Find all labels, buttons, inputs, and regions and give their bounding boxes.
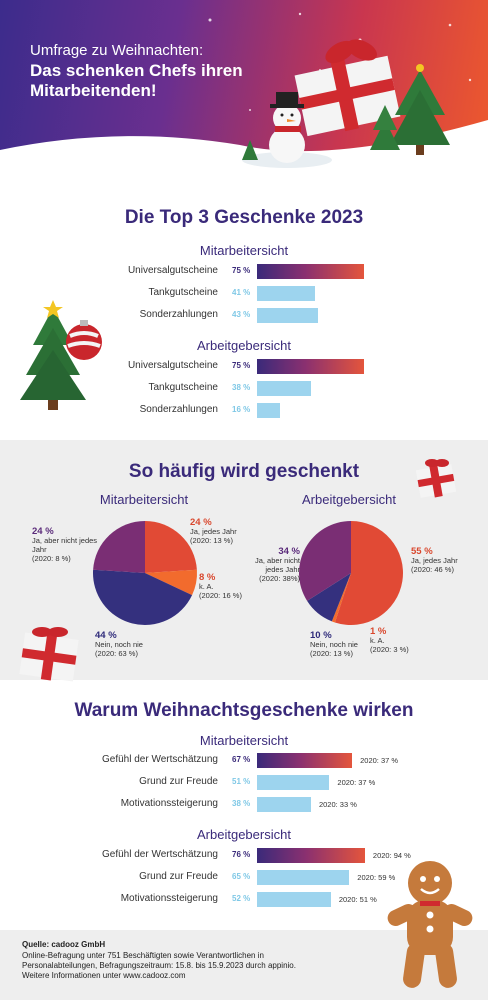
- bar-category-label: Sonderzahlungen: [139, 309, 218, 320]
- bar-category-label: Tankgutscheine: [148, 382, 219, 393]
- header-decoration: [0, 12, 488, 200]
- bar-category-label: Grund zur Freude: [139, 776, 218, 787]
- bar-category-label: Motivationssteigerung: [120, 893, 218, 904]
- bar-row: Gefühl der Wertschätzung 67 % 2020: 37 %: [0, 753, 488, 769]
- pie-slice: [92, 569, 193, 625]
- bar: [257, 403, 280, 418]
- bar: [257, 264, 364, 279]
- pie-slice: [299, 521, 351, 601]
- pie-slice: [307, 573, 351, 622]
- pie-chart-arbeitgeber: [299, 521, 403, 625]
- bar-row: Sonderzahlungen 16 %: [0, 403, 488, 419]
- subtitle-arbeitgebersicht-2: Arbeitgebersicht: [302, 492, 396, 507]
- bar: [257, 359, 364, 374]
- bar-category-label: Universalgutscheine: [127, 265, 218, 276]
- bar: [257, 870, 350, 885]
- bar-note-2020: 2020: 59 %: [357, 873, 396, 882]
- bar: [257, 892, 331, 907]
- subtitle-mitarbeitersicht-3: Mitarbeitersicht: [199, 733, 289, 748]
- snowman-icon: [242, 92, 332, 168]
- bar-category-label: Grund zur Freude: [139, 871, 218, 882]
- bar-value-label: 41 %: [232, 288, 251, 297]
- bar-category-label: Universalgutscheine: [127, 360, 218, 371]
- bar-row: Grund zur Freude 65 % 2020: 59 %: [0, 870, 488, 886]
- bar-category-label: Tankgutscheine: [148, 287, 219, 298]
- pie-label-ja-aber-nicht-ag: 34 % Ja, aber nicht jedes Jahr (2020: 38%…: [254, 546, 300, 583]
- bar-note-2020: 2020: 37 %: [360, 756, 399, 765]
- bar-value-label: 38 %: [232, 799, 251, 808]
- pie-label-ka: 8 % k. A. (2020: 16 %): [199, 572, 242, 600]
- pie-slice: [334, 521, 403, 625]
- christmas-tree-icon: [242, 64, 450, 160]
- subtitle-mitarbeitersicht-1: Mitarbeitersicht: [199, 243, 289, 258]
- section-title-haeufigkeit: So häufig wird geschenkt: [128, 461, 360, 482]
- christmas-tree-icon: [20, 300, 102, 410]
- bar-note-2020: 2020: 33 %: [318, 800, 357, 809]
- bar-row: Universalgutscheine 75 %: [0, 359, 488, 375]
- gingerbread-icon: [387, 861, 473, 988]
- pie-chart-mitarbeiter: [92, 521, 197, 625]
- bar-row: Tankgutscheine 41 %: [0, 286, 488, 302]
- header-line-2: Das schenken Chefs ihren Mitarbeitenden!: [30, 61, 243, 100]
- header-line-1: Umfrage zu Weihnachten:: [30, 42, 204, 59]
- subtitle-mitarbeitersicht-2: Mitarbeitersicht: [99, 492, 189, 507]
- bar-note-2020: 2020: 51 %: [338, 895, 377, 904]
- bar-category-label: Sonderzahlungen: [139, 404, 218, 415]
- bar-row: Universalgutscheine 75 %: [0, 264, 488, 280]
- pie-section-background: [0, 440, 488, 680]
- bar-row: Tankgutscheine 38 %: [0, 381, 488, 397]
- bar: [257, 308, 319, 323]
- pie-slice: [93, 521, 145, 573]
- pie-slice: [331, 573, 351, 623]
- bar: [257, 753, 353, 768]
- bar-row: Motivationssteigerung 52 % 2020: 51 %: [0, 892, 488, 908]
- bar-note-2020: 2020: 94 %: [372, 851, 411, 860]
- bar-value-label: 52 %: [232, 894, 251, 903]
- bar-value-label: 65 %: [232, 872, 251, 881]
- bar-row: Gefühl der Wertschätzung 76 % 2020: 94 %: [0, 848, 488, 864]
- bar-note-2020: 2020: 37 %: [337, 778, 376, 787]
- pie-label-ja-jedes-jahr-ag: 55 % Ja, jedes Jahr (2020: 46 %): [411, 546, 458, 574]
- bar-value-label: 75 %: [232, 266, 251, 275]
- bar-category-label: Motivationssteigerung: [120, 798, 218, 809]
- bar-row: Motivationssteigerung 38 % 2020: 33 %: [0, 797, 488, 813]
- section-title-warum: Warum Weihnachtsgeschenke wirken: [74, 700, 414, 721]
- pie-slice: [145, 521, 197, 573]
- pie-label-nein-ag: 10 % Nein, noch nie (2020: 13 %): [310, 630, 358, 658]
- pie-label-ja-jedes-jahr: 24 % Ja, jedes Jahr (2020: 13 %): [190, 517, 237, 545]
- gift-icon: [415, 459, 457, 498]
- pie-slice: [145, 569, 197, 596]
- bar: [257, 797, 311, 812]
- bar-row: Grund zur Freude 51 % 2020: 37 %: [0, 775, 488, 791]
- footer-source: Quelle: cadooz GmbH: [22, 940, 106, 949]
- section-title-top3: Die Top 3 Geschenke 2023: [124, 207, 364, 228]
- pie-label-ja-aber-nicht: 24 % Ja, aber nicht jedes Jahr (2020: 8 %…: [32, 526, 98, 563]
- bar-value-label: 75 %: [232, 361, 251, 370]
- bar-value-label: 51 %: [232, 777, 251, 786]
- bar-value-label: 43 %: [232, 310, 251, 319]
- bar-value-label: 67 %: [232, 755, 251, 764]
- gift-icon: [294, 39, 401, 137]
- gift-icon: [19, 627, 79, 682]
- bar-value-label: 38 %: [232, 383, 251, 392]
- pie-label-nein: 44 % Nein, noch nie (2020: 63 %): [95, 630, 143, 658]
- bar-category-label: Gefühl der Wertschätzung: [102, 849, 218, 860]
- bar: [257, 775, 330, 790]
- bar-category-label: Gefühl der Wertschätzung: [102, 754, 218, 765]
- bar: [257, 286, 316, 301]
- bar: [257, 381, 311, 396]
- subtitle-arbeitgebersicht-1: Arbeitgebersicht: [197, 338, 291, 353]
- small-tree-icons: [58, 138, 156, 162]
- pie-label-ka-ag: 1 % k. A. (2020: 3 %): [370, 626, 409, 654]
- bar-row: Sonderzahlungen 43 %: [0, 308, 488, 324]
- bar: [257, 848, 365, 863]
- subtitle-arbeitgebersicht-3: Arbeitgebersicht: [197, 827, 291, 842]
- footer-text: Online-Befragung unter 751 Beschäftigten…: [22, 951, 296, 980]
- bar-value-label: 16 %: [232, 405, 251, 414]
- bar-value-label: 76 %: [232, 850, 251, 859]
